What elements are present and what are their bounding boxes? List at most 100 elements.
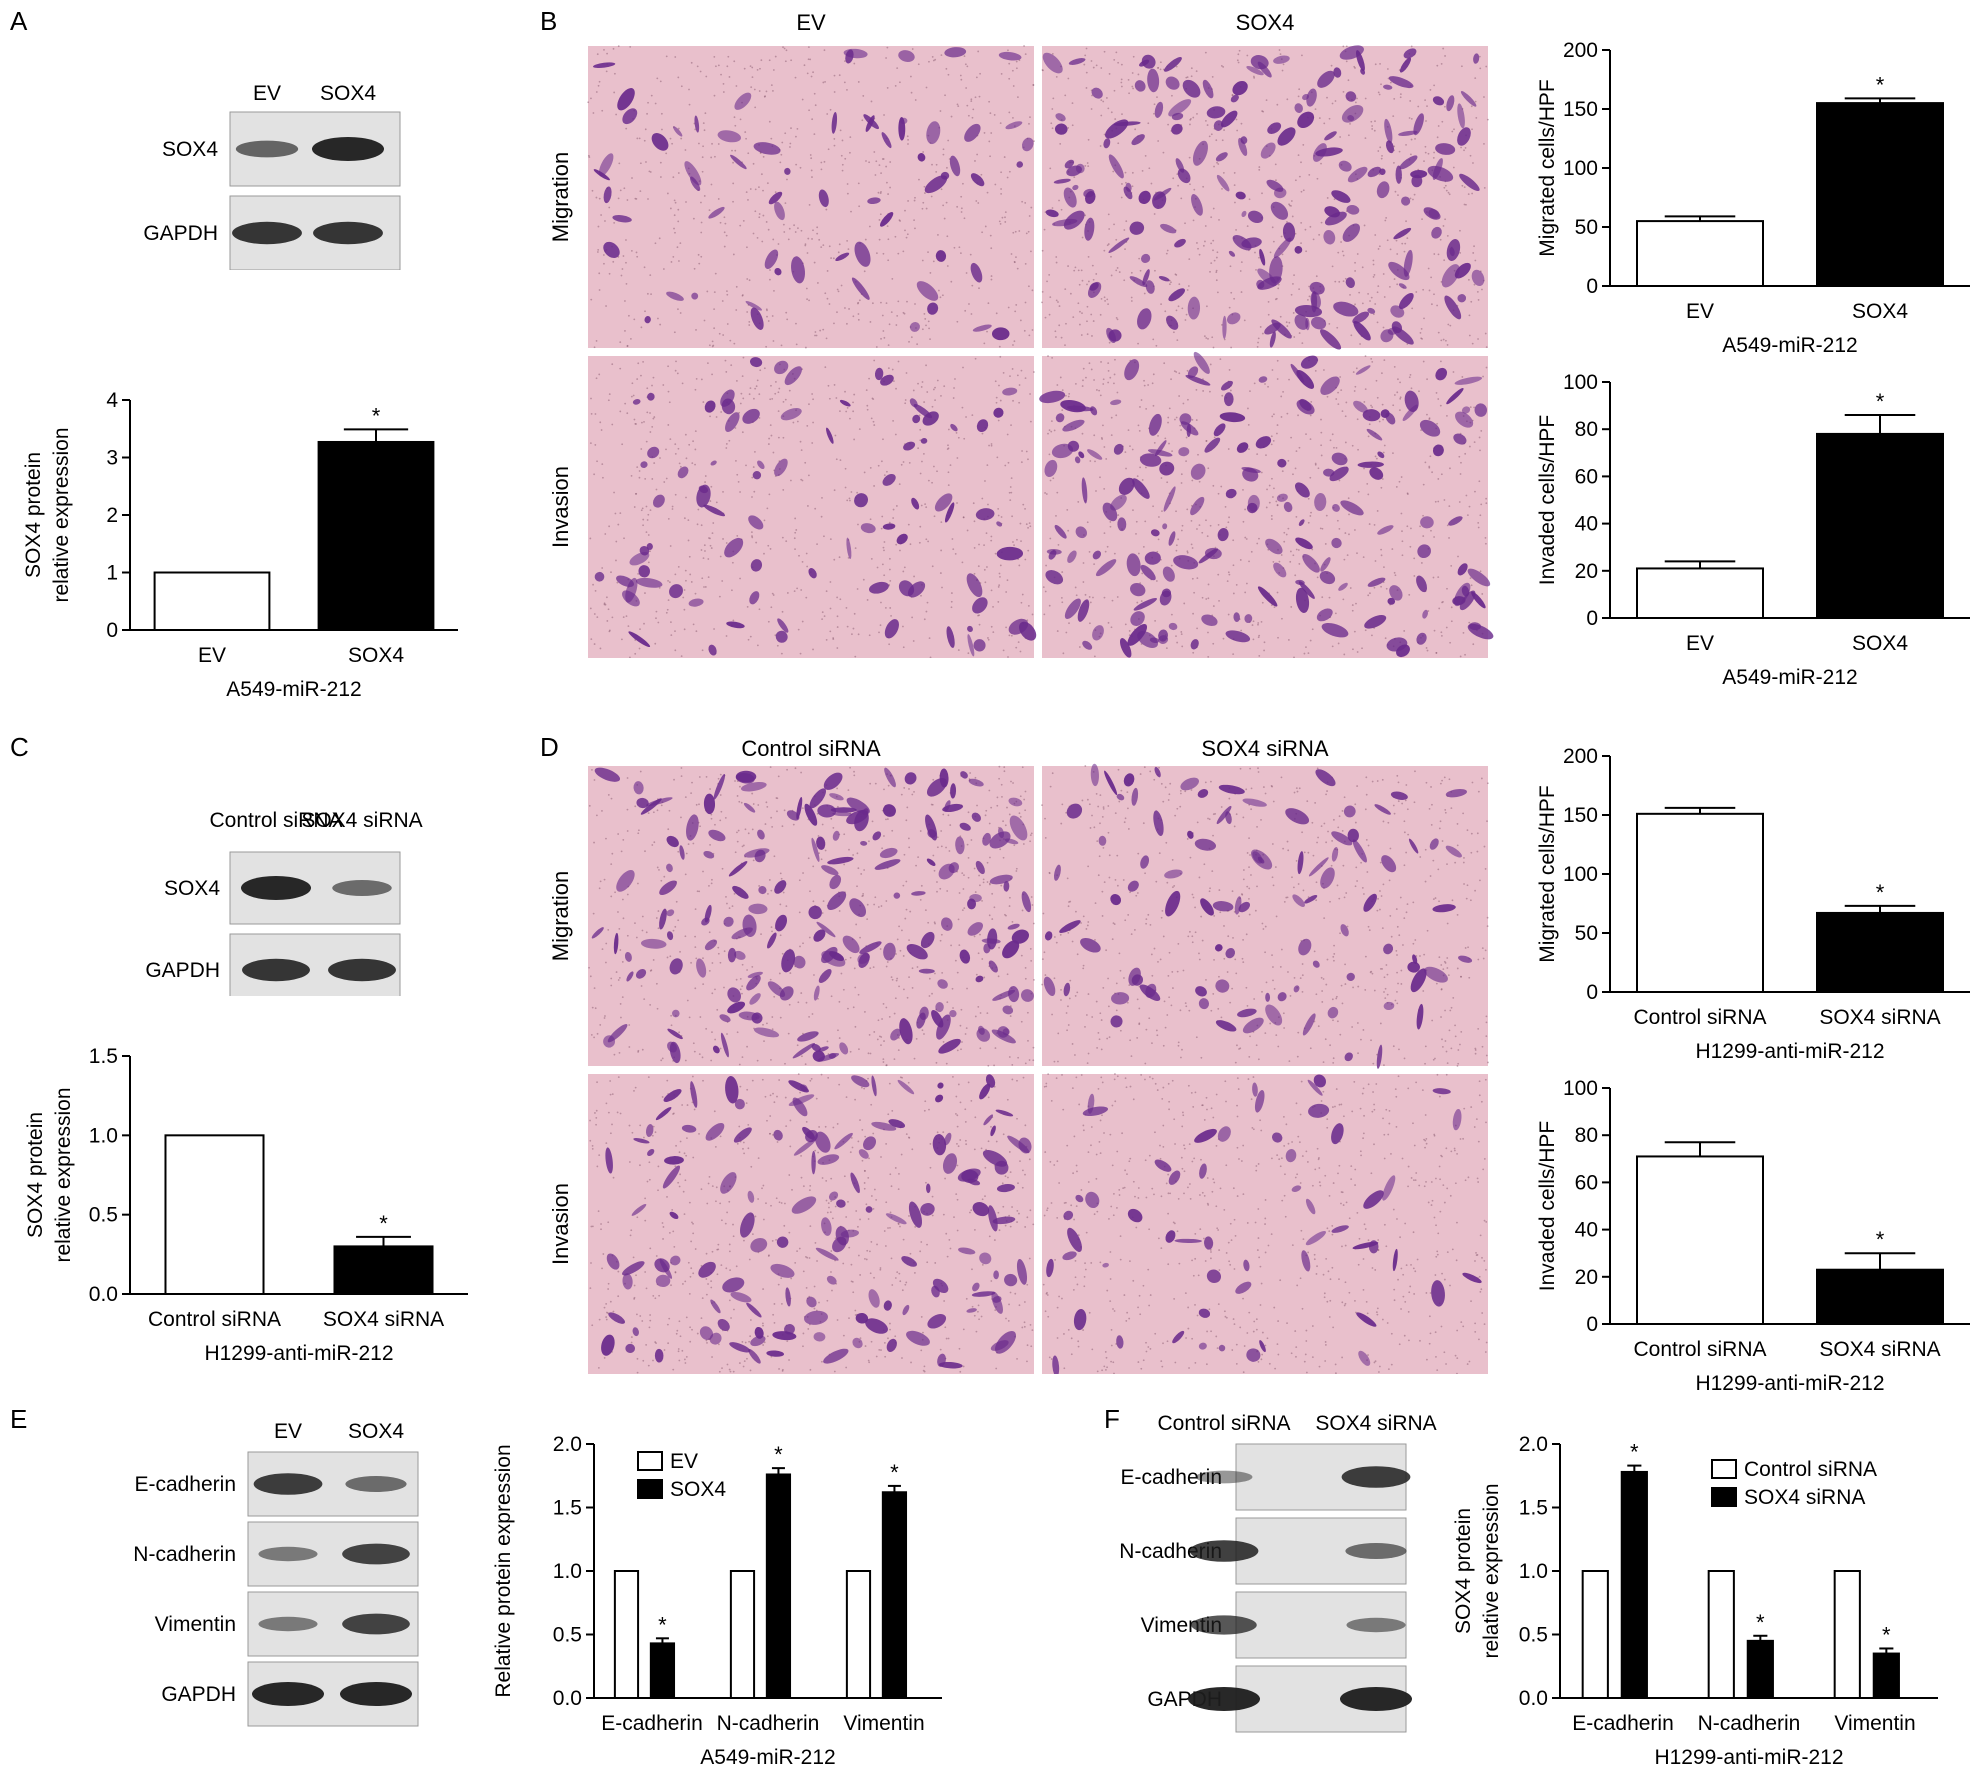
membrane-pore	[1211, 870, 1214, 873]
stained-cell	[846, 537, 852, 560]
membrane-pore	[1175, 510, 1177, 513]
membrane-pore	[913, 199, 916, 202]
membrane-pore	[1020, 954, 1023, 957]
membrane-pore	[881, 515, 884, 518]
membrane-pore	[924, 318, 927, 320]
membrane-pore	[719, 794, 722, 796]
stained-cell	[982, 832, 991, 846]
stained-cell	[727, 947, 737, 963]
membrane-pore	[998, 220, 1001, 223]
membrane-pore	[926, 391, 929, 393]
stained-cell	[1054, 524, 1067, 539]
membrane-pore	[748, 393, 751, 396]
membrane-pore	[732, 619, 735, 622]
membrane-pore	[1090, 60, 1093, 62]
stained-cell	[835, 252, 850, 262]
membrane-pore	[786, 178, 788, 181]
membrane-pore	[633, 318, 636, 321]
membrane-pore	[995, 396, 998, 399]
membrane-pore	[876, 252, 878, 255]
membrane-pore	[604, 1015, 606, 1017]
membrane-pore	[714, 823, 716, 826]
membrane-pore	[1218, 599, 1220, 602]
stained-cell	[832, 812, 853, 817]
membrane-pore	[1215, 139, 1218, 142]
membrane-pore	[1378, 245, 1381, 248]
stained-cell	[796, 796, 803, 820]
blot-band	[345, 1476, 407, 1492]
membrane-pore	[1292, 886, 1295, 889]
membrane-pore	[758, 216, 761, 219]
membrane-pore	[722, 334, 725, 336]
membrane-pore	[638, 647, 641, 650]
stained-cell	[639, 546, 650, 556]
membrane-pore	[1072, 316, 1075, 319]
membrane-pore	[596, 251, 599, 253]
membrane-pore	[1299, 977, 1302, 980]
membrane-pore	[1068, 392, 1071, 395]
membrane-pore	[892, 508, 895, 511]
membrane-pore	[1209, 524, 1212, 527]
membrane-pore	[1090, 313, 1093, 316]
membrane-pore	[1103, 249, 1106, 252]
membrane-pore	[659, 80, 662, 83]
membrane-pore	[1480, 777, 1483, 780]
membrane-pore	[765, 801, 768, 804]
membrane-pore	[1239, 559, 1242, 561]
membrane-pore	[969, 253, 972, 256]
membrane-pore	[681, 382, 684, 385]
membrane-pore	[1481, 593, 1484, 595]
membrane-pore	[919, 472, 922, 475]
membrane-pore	[754, 387, 757, 390]
stained-cell	[1108, 237, 1130, 254]
membrane-pore	[1250, 808, 1253, 811]
membrane-pore	[1100, 99, 1103, 102]
membrane-pore	[1068, 622, 1070, 625]
membrane-pore	[1041, 290, 1044, 293]
membrane-pore	[1087, 865, 1090, 868]
micrograph-migration-sox4-sirna	[1041, 763, 1489, 1069]
membrane-pore	[993, 906, 996, 909]
membrane-pore	[826, 113, 829, 115]
membrane-pore	[922, 453, 925, 455]
membrane-pore	[1084, 765, 1087, 767]
stained-cell	[673, 126, 683, 137]
stained-cell	[743, 802, 756, 813]
membrane-pore	[849, 151, 851, 154]
membrane-pore	[1451, 130, 1454, 133]
membrane-pore	[1381, 478, 1384, 480]
membrane-pore	[971, 116, 974, 119]
membrane-pore	[1202, 244, 1205, 247]
membrane-pore	[839, 459, 842, 462]
membrane-pore	[593, 841, 595, 844]
membrane-pore	[1194, 906, 1196, 909]
membrane-pore	[858, 205, 861, 208]
membrane-pore	[902, 250, 905, 253]
membrane-pore	[1067, 931, 1070, 934]
membrane-pore	[665, 477, 668, 480]
membrane-pore	[1080, 269, 1083, 272]
membrane-pore	[1449, 1009, 1452, 1012]
membrane-pore	[1011, 515, 1014, 518]
membrane-pore	[1102, 807, 1105, 810]
stained-cell	[666, 291, 684, 301]
membrane-pore	[816, 812, 819, 815]
membrane-pore	[625, 282, 628, 285]
membrane-pore	[807, 58, 810, 61]
stained-cell	[1294, 245, 1303, 254]
membrane-pore	[626, 345, 629, 348]
membrane-pore	[1150, 182, 1153, 185]
membrane-pore	[830, 257, 832, 259]
stained-cell	[1294, 304, 1323, 318]
membrane-pore	[1295, 787, 1298, 790]
stained-cell	[1346, 972, 1355, 981]
membrane-pore	[1287, 459, 1290, 462]
membrane-pore	[695, 377, 698, 380]
membrane-pore	[766, 315, 768, 318]
membrane-pore	[1452, 371, 1455, 373]
membrane-pore	[1409, 100, 1412, 102]
membrane-pore	[1332, 818, 1335, 821]
membrane-pore	[1116, 318, 1119, 321]
membrane-pore	[750, 531, 753, 534]
membrane-pore	[749, 635, 752, 638]
